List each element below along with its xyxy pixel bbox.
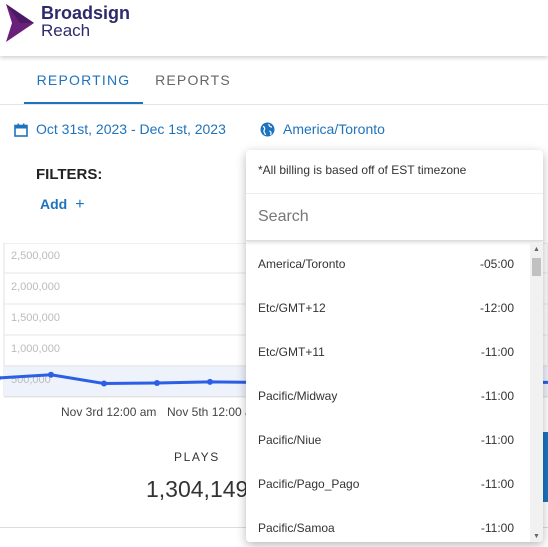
data-point[interactable] [207, 378, 213, 385]
x-tick-label: Nov 5th 12:00 am [167, 405, 262, 419]
timezone-offset: -11:00 [480, 477, 514, 491]
timezone-option[interactable]: America/Toronto -05:00 [246, 244, 530, 288]
timezone-name: Etc/GMT+11 [258, 345, 325, 359]
timezone-option[interactable]: Etc/GMT+11 -11:00 [246, 332, 530, 376]
timezone-option[interactable]: Etc/GMT+12 -12:00 [246, 288, 530, 332]
plays-value: 1,304,149 [146, 476, 249, 502]
data-point[interactable] [154, 379, 160, 386]
data-point[interactable] [48, 371, 54, 378]
timezone-offset: -11:00 [480, 433, 514, 447]
add-filter-button[interactable]: Add + [40, 196, 85, 214]
scrollbar-thumb[interactable] [532, 258, 541, 276]
timezone-offset: -11:00 [480, 345, 514, 359]
plus-icon: + [75, 196, 85, 213]
date-range-picker[interactable]: Oct 31st, 2023 - Dec 1st, 2023 [14, 121, 226, 141]
brand-subname: Reach [41, 21, 91, 40]
scroll-down-icon[interactable]: ▼ [533, 533, 540, 540]
date-range-label: Oct 31st, 2023 - Dec 1st, 2023 [36, 121, 226, 137]
globe-icon [260, 122, 275, 137]
timezone-search-input[interactable] [246, 193, 543, 241]
tab-reporting[interactable]: REPORTING [24, 58, 143, 104]
filters-heading: FILTERS: [36, 166, 103, 183]
add-filter-label: Add [40, 196, 68, 212]
timezone-offset: -05:00 [479, 257, 514, 271]
timezone-list: America/Toronto -05:00 Etc/GMT+12 -12:00… [246, 244, 530, 542]
brand-name: Broadsign [41, 3, 131, 23]
timezone-offset: -11:00 [480, 521, 514, 535]
x-tick-label: Nov 3rd 12:00 am [61, 405, 157, 419]
plays-label: PLAYS [174, 450, 220, 464]
timezone-name: Pacific/Midway [258, 389, 338, 403]
tab-reports[interactable]: REPORTS [155, 72, 231, 88]
y-tick-label: 2,500,000 [11, 250, 60, 262]
broadsign-logo-icon [6, 4, 34, 42]
y-tick-label: 1,500,000 [11, 312, 60, 324]
timezone-offset: -12:00 [479, 301, 514, 315]
timezone-option[interactable]: Pacific/Pago_Pago -11:00 [246, 464, 530, 508]
timezone-name: Pacific/Niue [258, 433, 322, 447]
timezone-name: Pacific/Samoa [258, 521, 335, 535]
timezone-option[interactable]: Pacific/Samoa -11:00 [246, 508, 530, 542]
brand-logo-text: Broadsign Reach [41, 3, 131, 40]
y-tick-label: 1,000,000 [11, 343, 60, 355]
scroll-up-icon[interactable]: ▲ [533, 246, 540, 253]
data-point[interactable] [0, 375, 1, 381]
timezone-offset: -11:00 [480, 389, 514, 403]
billing-note: *All billing is based off of EST timezon… [258, 163, 467, 177]
data-point[interactable] [101, 380, 107, 387]
timezone-dropdown: *All billing is based off of EST timezon… [246, 150, 543, 542]
timezone-option[interactable]: Pacific/Midway -11:00 [246, 376, 530, 420]
calendar-icon [14, 123, 28, 137]
timezone-selector[interactable]: America/Toronto [260, 121, 385, 141]
timezone-name: Pacific/Pago_Pago [258, 477, 360, 491]
timezone-label: America/Toronto [283, 121, 385, 137]
timezone-scrollbar[interactable]: ▲ ▼ [530, 244, 543, 542]
app-header: Broadsign Reach [0, 0, 548, 56]
tab-bar: REPORTING REPORTS [0, 58, 548, 105]
timezone-name: Etc/GMT+12 [258, 301, 326, 315]
y-tick-label: 2,000,000 [11, 281, 60, 293]
timezone-option[interactable]: Pacific/Niue -11:00 [246, 420, 530, 464]
timezone-name: America/Toronto [258, 257, 346, 271]
